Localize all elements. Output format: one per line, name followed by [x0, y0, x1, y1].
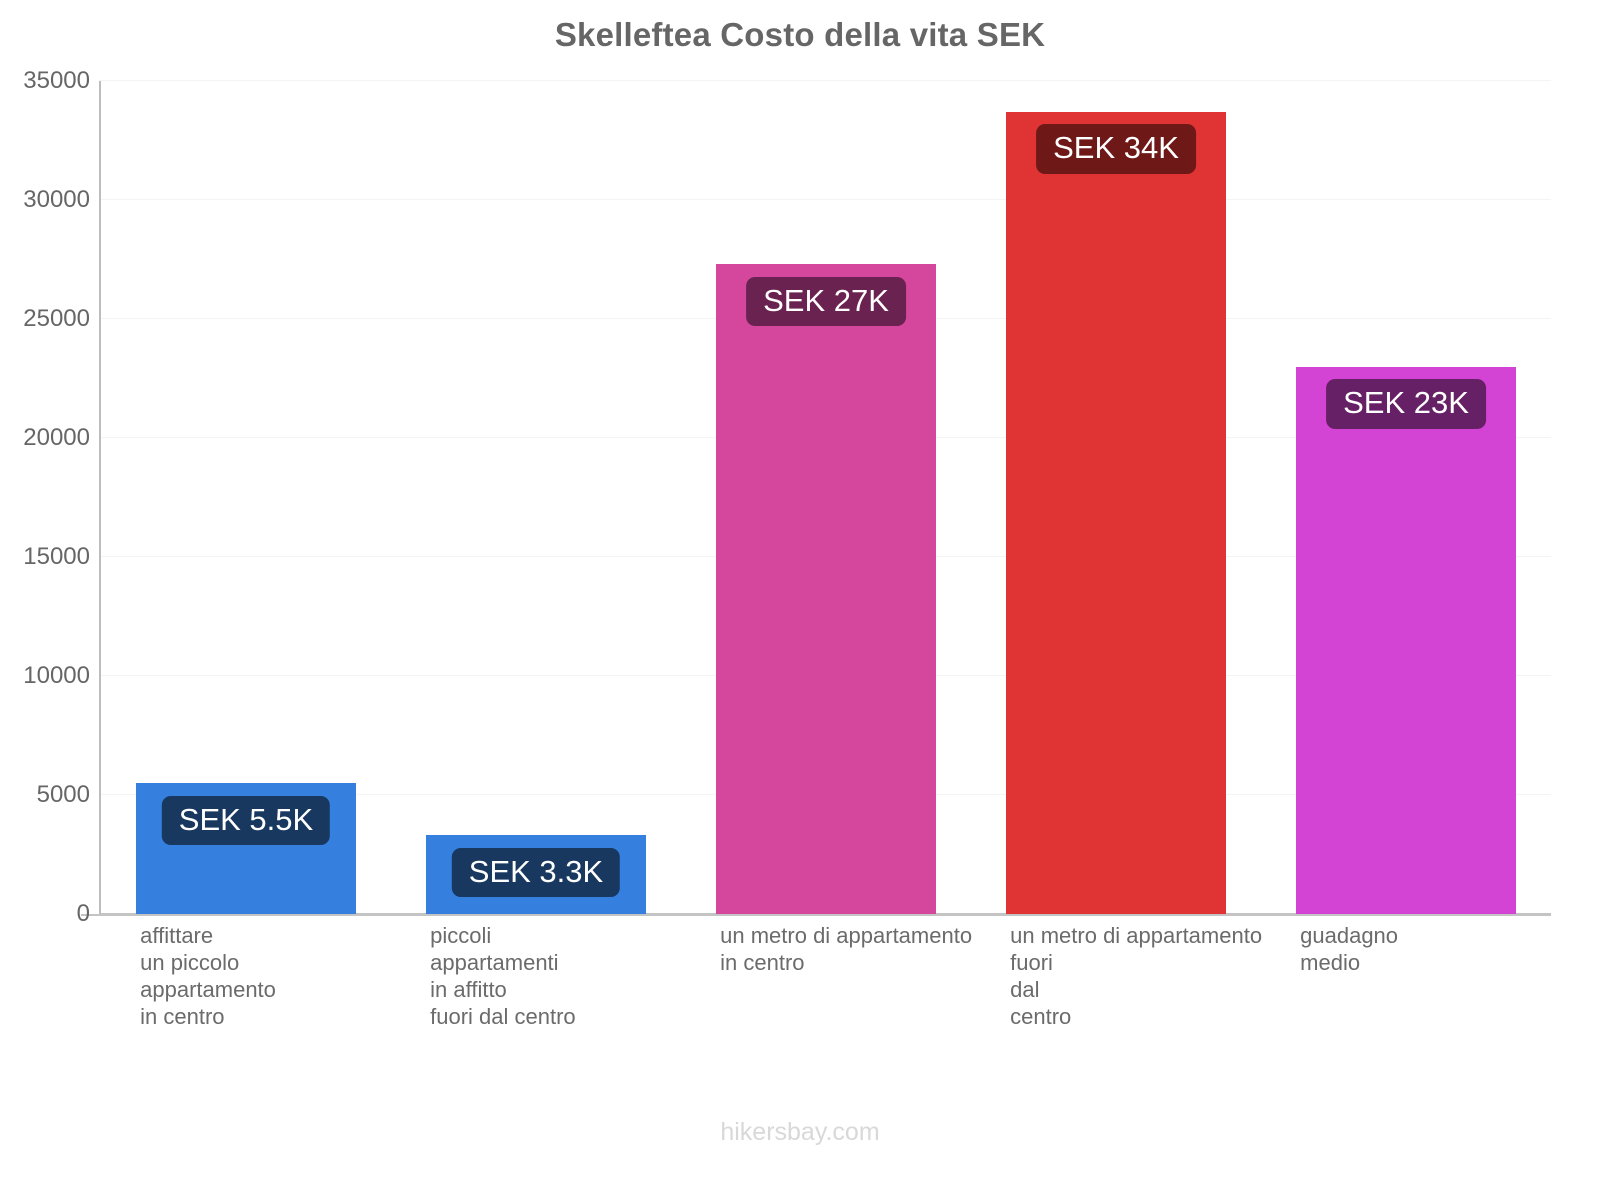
x-axis-category-label: piccoli appartamenti in affitto fuori da…: [430, 923, 576, 1029]
y-axis-tick-label: 30000: [23, 186, 90, 213]
chart-title: Skelleftea Costo della vita SEK: [554, 16, 1046, 53]
bar-value-label: SEK 23K: [1326, 379, 1486, 429]
bar-slot: SEK 5.5K: [101, 81, 391, 914]
x-axis-line: [81, 914, 1551, 916]
gridline: [99, 80, 1551, 81]
y-axis-tick-label: 15000: [23, 543, 90, 570]
bar[interactable]: [715, 264, 937, 914]
gridline: [99, 199, 1551, 200]
x-axis-category-labels: affittare un piccolo appartamento in cen…: [101, 922, 1551, 1062]
x-axis-category-label: guadagno medio: [1300, 923, 1399, 975]
y-axis-tick-label: 5000: [36, 781, 90, 808]
bar[interactable]: [1005, 111, 1227, 914]
bar-value-label: SEK 5.5K: [161, 795, 331, 846]
x-axis-category-label: un metro di appartamento in centro: [720, 923, 973, 975]
bar-slot: SEK 34K: [971, 81, 1261, 914]
bar-slot: SEK 23K: [1261, 81, 1551, 914]
y-axis-tick-label: 0: [76, 900, 90, 927]
y-axis-tick-label: 20000: [23, 424, 90, 451]
y-axis-tick-label: 10000: [23, 662, 90, 689]
source-watermark: hikersbay.com: [720, 1118, 880, 1146]
bar-value-label: SEK 34K: [1036, 124, 1196, 174]
bar-slot: SEK 3.3K: [391, 81, 681, 914]
bar-value-label: SEK 27K: [746, 276, 906, 327]
y-axis-tick-label: 35000: [23, 67, 90, 94]
bar[interactable]: [1295, 366, 1517, 914]
x-axis-category-label: affittare un piccolo appartamento in cen…: [140, 923, 276, 1029]
bar-value-label: SEK 3.3K: [451, 848, 621, 898]
y-axis-tick-label: 25000: [23, 305, 90, 332]
y-axis-line: [99, 81, 101, 915]
bar-series: SEK 5.5K SEK 3.3K SEK 27K SEK 34K SEK 23K: [101, 81, 1551, 914]
x-axis-category-label: un metro di appartamento fuori dal centr…: [1010, 923, 1263, 1029]
bar-slot: SEK 27K: [681, 81, 971, 914]
